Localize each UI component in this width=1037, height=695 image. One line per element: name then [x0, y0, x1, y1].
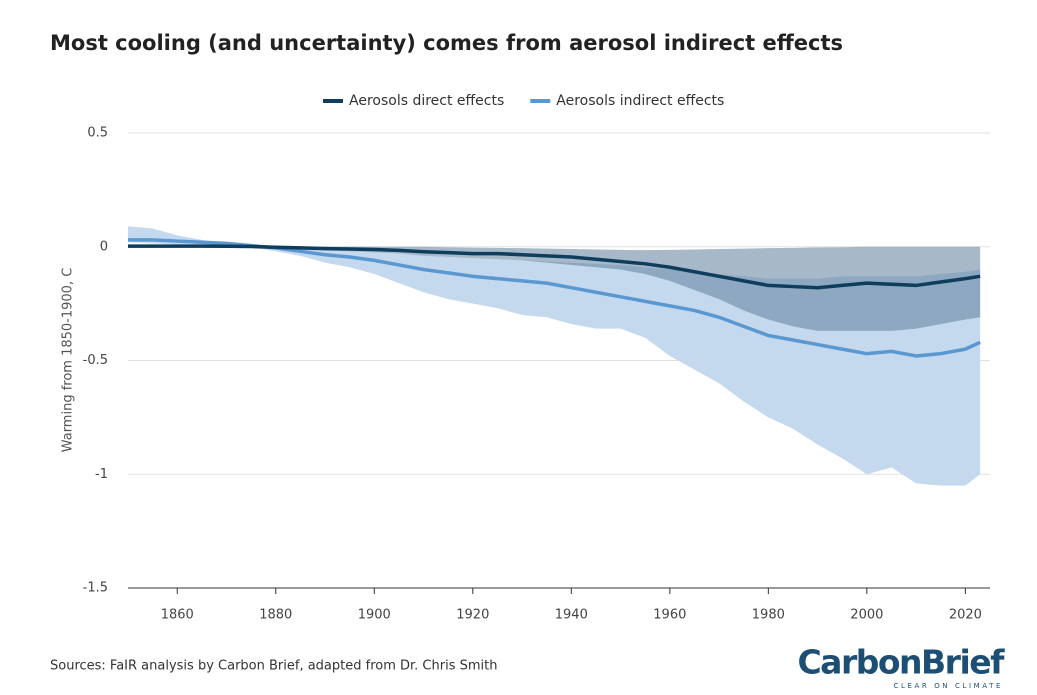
- x-tick-label: 1900: [358, 608, 391, 623]
- y-axis-label: Warming from 1850-1900, C: [61, 268, 76, 453]
- x-tick-label: 1860: [161, 608, 194, 623]
- logo-tagline: CLEAR ON CLIMATE: [894, 682, 1004, 690]
- source: Sources: FaIR analysis by Carbon Brief, …: [50, 659, 497, 674]
- legend: Aerosols direct effects Aerosols indirect…: [323, 93, 724, 109]
- logo: CarbonBrief: [797, 643, 1005, 682]
- legend-label: Aerosols indirect effects: [556, 93, 724, 109]
- y-tick-label: -0.5: [83, 353, 108, 368]
- chart-title: Most cooling (and uncertainty) comes fro…: [50, 31, 843, 55]
- x-tick-label: 2000: [850, 608, 883, 623]
- y-tick-label: -1: [95, 467, 108, 482]
- x-tick-label: 1980: [752, 608, 785, 623]
- uncertainty-band: [128, 244, 981, 331]
- x-tick-label: 1940: [555, 608, 588, 623]
- x-tick-label: 2020: [949, 608, 982, 623]
- x-tick-label: 1960: [653, 608, 686, 623]
- x-tick-label: 1920: [456, 608, 489, 623]
- y-tick-label: 0: [100, 239, 108, 254]
- y-tick-label: -1.5: [83, 581, 108, 596]
- x-tick-label: 1880: [259, 608, 292, 623]
- y-tick-label: 0.5: [87, 126, 108, 141]
- legend-label: Aerosols direct effects: [349, 93, 504, 109]
- line: [128, 244, 981, 290]
